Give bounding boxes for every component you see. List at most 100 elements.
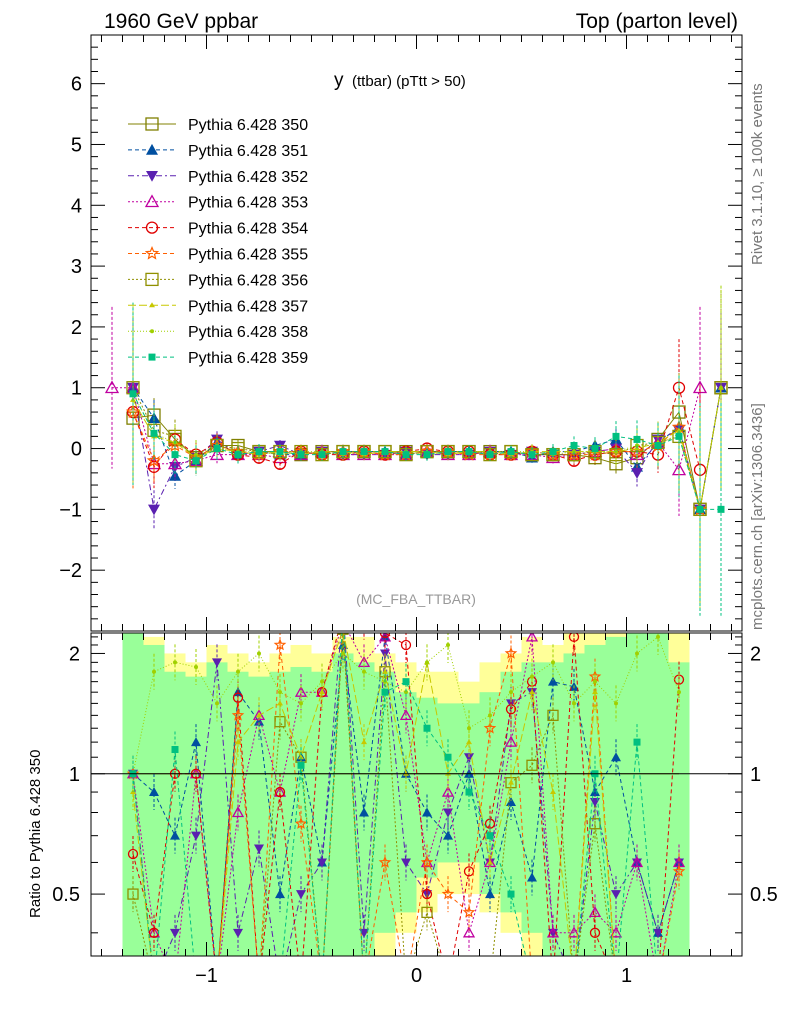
data-marker (277, 700, 283, 706)
data-marker (151, 980, 157, 985)
plot-title-sub: (ttbar) (pTtt > 50) (352, 73, 466, 90)
y-tick-label: 1 (71, 378, 82, 400)
data-marker (277, 979, 284, 986)
analysis-label: (MC_FBA_TTBAR) (356, 591, 476, 607)
band-green (668, 662, 690, 956)
data-marker (487, 859, 493, 865)
data-marker (150, 329, 154, 334)
data-marker (633, 978, 642, 987)
data-marker (360, 617, 369, 626)
y-tick-label: 3 (71, 256, 82, 278)
data-marker (401, 978, 411, 988)
band-green (605, 636, 627, 956)
series-line (132, 411, 701, 510)
data-marker (146, 171, 158, 182)
data-marker (507, 890, 515, 898)
data-marker (215, 701, 219, 706)
data-marker (446, 642, 450, 647)
legend-label: Pythia 6.428 356 (188, 272, 308, 289)
data-marker (151, 979, 158, 986)
data-marker (549, 978, 558, 987)
data-marker (274, 786, 286, 798)
data-marker (194, 664, 198, 669)
data-marker (423, 724, 431, 732)
legend-label: Pythia 6.428 354 (188, 221, 308, 238)
band-green (332, 653, 354, 956)
data-marker (569, 979, 579, 988)
data-marker (339, 610, 348, 619)
data-marker (340, 611, 347, 618)
data-marker (634, 980, 640, 985)
legend-item: Pythia 6.428 359 (128, 350, 308, 367)
data-marker (378, 855, 392, 868)
data-marker (235, 979, 242, 986)
ratio-line (132, 633, 613, 956)
data-marker (483, 721, 497, 734)
data-marker (485, 978, 495, 988)
data-marker (635, 651, 639, 656)
data-marker (444, 753, 452, 761)
band-green (311, 671, 333, 956)
data-marker (485, 889, 495, 899)
band-green (185, 676, 207, 956)
data-marker (192, 457, 200, 465)
data-marker (422, 807, 432, 817)
data-marker (338, 617, 348, 626)
data-marker (572, 701, 576, 706)
data-marker (255, 448, 263, 456)
data-marker (672, 864, 686, 877)
data-marker (486, 451, 494, 459)
data-marker (550, 979, 557, 986)
data-marker (340, 626, 346, 631)
ratio-y-tick-label-left: 2 (69, 643, 80, 665)
data-marker (170, 978, 180, 987)
data-marker (527, 872, 537, 882)
x-tick-label: −1 (195, 965, 218, 987)
data-marker (145, 272, 159, 287)
data-marker (613, 979, 620, 986)
data-marker (465, 788, 473, 796)
data-marker (443, 978, 453, 988)
data-marker (441, 887, 455, 900)
data-marker (462, 926, 476, 938)
data-marker (443, 830, 453, 840)
data-marker (296, 890, 306, 900)
axes: −1 0 1 −2 −1 0 1 2 3 4 5 6 0.5 0.5 1 1 2 2 (52, 35, 778, 987)
data-marker (278, 690, 282, 695)
data-marker (150, 429, 158, 437)
data-marker (401, 858, 411, 868)
data-marker (149, 979, 159, 988)
data-marker (507, 448, 515, 456)
data-marker (551, 660, 555, 665)
data-marker (506, 796, 516, 806)
data-marker (613, 980, 619, 985)
legend-item: Pythia 6.428 350 (128, 117, 308, 134)
data-marker (172, 980, 178, 985)
data-marker (593, 679, 597, 684)
legend-label: Pythia 6.428 358 (188, 324, 308, 341)
data-marker (145, 117, 159, 131)
data-marker (675, 432, 683, 440)
data-marker (191, 831, 201, 841)
band-green (647, 633, 669, 956)
data-marker (589, 927, 601, 938)
data-marker (550, 789, 556, 795)
data-marker (592, 689, 598, 695)
data-marker (236, 669, 240, 674)
band-green (626, 633, 648, 956)
data-marker (294, 817, 308, 829)
data-marker (231, 708, 245, 721)
data-marker (170, 978, 180, 987)
data-marker (359, 978, 369, 987)
data-marker (254, 978, 264, 988)
data-marker (149, 787, 159, 797)
data-marker (653, 928, 663, 938)
data-marker (633, 435, 641, 443)
data-marker (546, 926, 560, 938)
data-marker (257, 651, 261, 656)
ratio-series (126, 610, 686, 988)
data-marker (298, 754, 304, 760)
data-marker (170, 830, 180, 840)
data-marker (530, 674, 534, 679)
series-9 (129, 302, 725, 616)
